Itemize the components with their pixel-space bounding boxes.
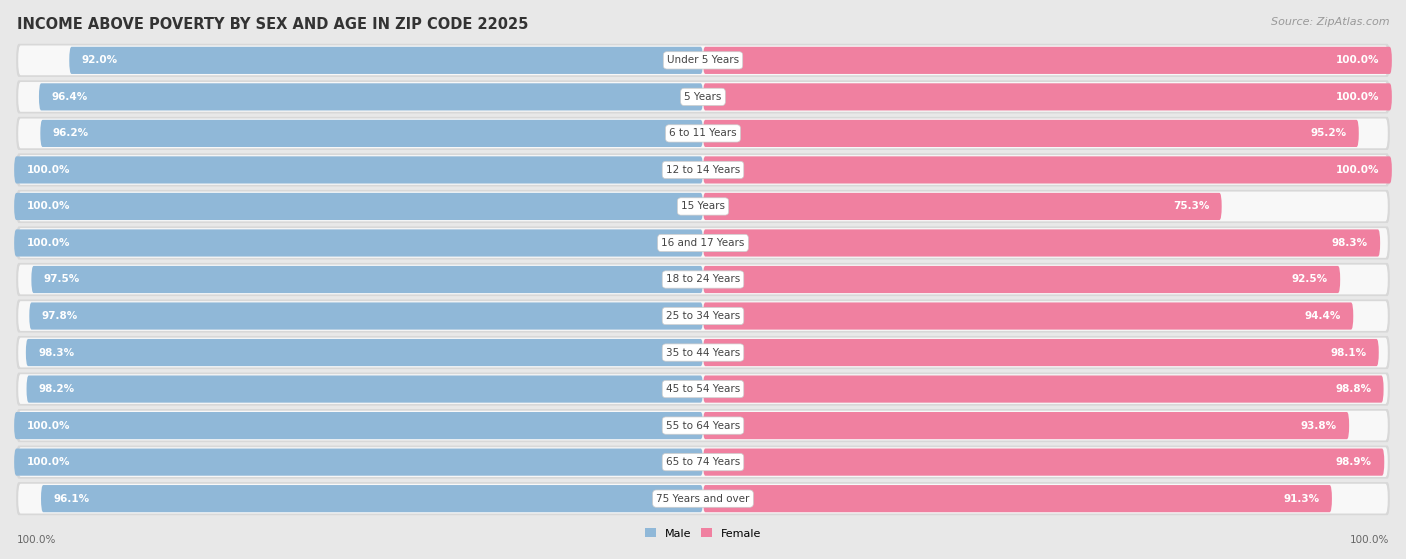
FancyBboxPatch shape xyxy=(14,193,703,220)
FancyBboxPatch shape xyxy=(15,117,1391,150)
FancyBboxPatch shape xyxy=(15,44,1391,77)
Text: 98.3%: 98.3% xyxy=(1331,238,1368,248)
Text: 98.1%: 98.1% xyxy=(1330,348,1367,358)
FancyBboxPatch shape xyxy=(15,482,1391,515)
FancyBboxPatch shape xyxy=(39,83,703,111)
FancyBboxPatch shape xyxy=(703,83,1392,111)
Text: 98.8%: 98.8% xyxy=(1336,384,1371,394)
Text: INCOME ABOVE POVERTY BY SEX AND AGE IN ZIP CODE 22025: INCOME ABOVE POVERTY BY SEX AND AGE IN Z… xyxy=(17,17,529,32)
FancyBboxPatch shape xyxy=(703,47,1392,74)
FancyBboxPatch shape xyxy=(14,448,703,476)
Text: 16 and 17 Years: 16 and 17 Years xyxy=(661,238,745,248)
FancyBboxPatch shape xyxy=(18,447,1388,477)
FancyBboxPatch shape xyxy=(15,226,1391,259)
Text: 12 to 14 Years: 12 to 14 Years xyxy=(666,165,740,175)
FancyBboxPatch shape xyxy=(18,484,1388,514)
Text: 98.2%: 98.2% xyxy=(39,384,75,394)
Text: 96.2%: 96.2% xyxy=(52,129,89,139)
Text: 92.0%: 92.0% xyxy=(82,55,118,65)
Text: 92.5%: 92.5% xyxy=(1292,274,1327,285)
Text: 18 to 24 Years: 18 to 24 Years xyxy=(666,274,740,285)
Text: 15 Years: 15 Years xyxy=(681,201,725,211)
FancyBboxPatch shape xyxy=(25,339,703,366)
Text: 100.0%: 100.0% xyxy=(27,238,70,248)
FancyBboxPatch shape xyxy=(18,338,1388,367)
FancyBboxPatch shape xyxy=(18,155,1388,185)
Text: 6 to 11 Years: 6 to 11 Years xyxy=(669,129,737,139)
Text: 100.0%: 100.0% xyxy=(27,420,70,430)
FancyBboxPatch shape xyxy=(18,411,1388,440)
FancyBboxPatch shape xyxy=(703,193,1222,220)
Text: 96.4%: 96.4% xyxy=(51,92,87,102)
Text: 100.0%: 100.0% xyxy=(1350,535,1389,545)
FancyBboxPatch shape xyxy=(31,266,703,293)
FancyBboxPatch shape xyxy=(14,157,703,183)
FancyBboxPatch shape xyxy=(41,120,703,147)
Text: 93.8%: 93.8% xyxy=(1301,420,1337,430)
FancyBboxPatch shape xyxy=(15,80,1391,113)
Text: 94.4%: 94.4% xyxy=(1305,311,1341,321)
FancyBboxPatch shape xyxy=(703,485,1331,512)
FancyBboxPatch shape xyxy=(15,300,1391,333)
FancyBboxPatch shape xyxy=(15,446,1391,479)
FancyBboxPatch shape xyxy=(41,485,703,512)
Text: 100.0%: 100.0% xyxy=(1336,165,1379,175)
FancyBboxPatch shape xyxy=(15,409,1391,442)
Text: 100.0%: 100.0% xyxy=(17,535,56,545)
Text: Source: ZipAtlas.com: Source: ZipAtlas.com xyxy=(1271,17,1389,27)
FancyBboxPatch shape xyxy=(18,45,1388,75)
Text: 35 to 44 Years: 35 to 44 Years xyxy=(666,348,740,358)
Text: 5 Years: 5 Years xyxy=(685,92,721,102)
Text: 98.9%: 98.9% xyxy=(1336,457,1372,467)
FancyBboxPatch shape xyxy=(18,264,1388,295)
Text: 100.0%: 100.0% xyxy=(1336,55,1379,65)
FancyBboxPatch shape xyxy=(703,376,1384,402)
FancyBboxPatch shape xyxy=(27,376,703,402)
FancyBboxPatch shape xyxy=(18,301,1388,331)
Text: 45 to 54 Years: 45 to 54 Years xyxy=(666,384,740,394)
Text: 97.8%: 97.8% xyxy=(42,311,77,321)
FancyBboxPatch shape xyxy=(15,336,1391,369)
FancyBboxPatch shape xyxy=(703,120,1358,147)
FancyBboxPatch shape xyxy=(703,448,1385,476)
FancyBboxPatch shape xyxy=(18,228,1388,258)
Text: 100.0%: 100.0% xyxy=(27,165,70,175)
FancyBboxPatch shape xyxy=(15,153,1391,187)
FancyBboxPatch shape xyxy=(15,263,1391,296)
FancyBboxPatch shape xyxy=(703,157,1392,183)
FancyBboxPatch shape xyxy=(703,302,1354,330)
FancyBboxPatch shape xyxy=(14,229,703,257)
FancyBboxPatch shape xyxy=(703,266,1340,293)
Text: 98.3%: 98.3% xyxy=(38,348,75,358)
FancyBboxPatch shape xyxy=(18,374,1388,404)
Legend: Male, Female: Male, Female xyxy=(641,524,765,543)
FancyBboxPatch shape xyxy=(14,412,703,439)
FancyBboxPatch shape xyxy=(15,190,1391,223)
Text: Under 5 Years: Under 5 Years xyxy=(666,55,740,65)
FancyBboxPatch shape xyxy=(15,372,1391,406)
Text: 91.3%: 91.3% xyxy=(1284,494,1320,504)
Text: 25 to 34 Years: 25 to 34 Years xyxy=(666,311,740,321)
Text: 100.0%: 100.0% xyxy=(27,201,70,211)
FancyBboxPatch shape xyxy=(703,412,1350,439)
FancyBboxPatch shape xyxy=(18,119,1388,148)
Text: 55 to 64 Years: 55 to 64 Years xyxy=(666,420,740,430)
FancyBboxPatch shape xyxy=(703,339,1379,366)
FancyBboxPatch shape xyxy=(69,47,703,74)
Text: 100.0%: 100.0% xyxy=(27,457,70,467)
FancyBboxPatch shape xyxy=(703,229,1381,257)
Text: 75.3%: 75.3% xyxy=(1173,201,1209,211)
Text: 65 to 74 Years: 65 to 74 Years xyxy=(666,457,740,467)
FancyBboxPatch shape xyxy=(18,82,1388,112)
Text: 95.2%: 95.2% xyxy=(1310,129,1347,139)
Text: 96.1%: 96.1% xyxy=(53,494,90,504)
Text: 75 Years and over: 75 Years and over xyxy=(657,494,749,504)
Text: 97.5%: 97.5% xyxy=(44,274,80,285)
FancyBboxPatch shape xyxy=(18,192,1388,221)
FancyBboxPatch shape xyxy=(30,302,703,330)
Text: 100.0%: 100.0% xyxy=(1336,92,1379,102)
